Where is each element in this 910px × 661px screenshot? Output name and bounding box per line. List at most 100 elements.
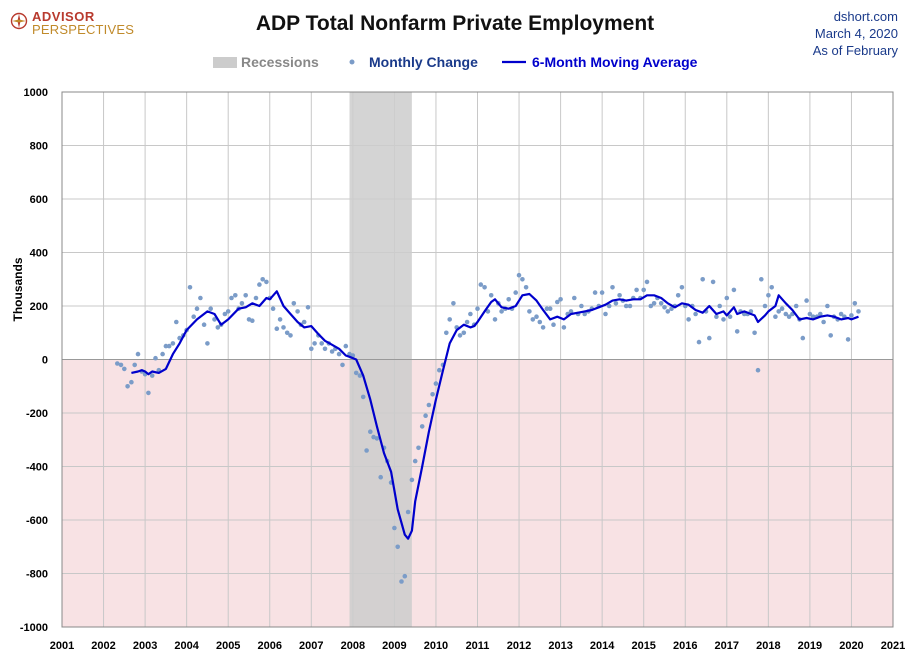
y-tick-label: -800 [26,569,48,581]
monthly-change-point [191,314,196,320]
monthly-change-point [468,311,473,317]
monthly-change-point [648,303,654,309]
y-tick-label: -600 [26,515,48,527]
monthly-change-point [845,337,851,342]
monthly-change-point [475,306,480,312]
monthly-change-point [457,333,463,338]
monthly-change-point [617,293,622,298]
monthly-change-point [368,429,373,435]
monthly-change-point [731,287,737,293]
monthly-change-point [488,293,494,298]
monthly-change-point [374,436,380,441]
monthly-change-point [225,309,231,314]
monthly-change-point [634,287,639,293]
y-tick-label: -1000 [20,622,48,634]
monthly-change-point [122,366,127,372]
monthly-change-point [437,367,442,373]
monthly-change-point [357,373,363,378]
monthly-change-point [208,306,213,312]
monthly-change-point [170,341,176,346]
monthly-change-point [849,313,854,318]
monthly-change-point [229,295,234,301]
y-tick-label: 1000 [24,87,48,99]
monthly-change-point [153,355,158,361]
monthly-change-point [198,295,203,301]
x-tick-label: 2009 [382,640,406,652]
monthly-change-point [461,330,467,336]
monthly-change-point [523,285,529,290]
monthly-change-point [118,362,124,368]
monthly-change-point [592,290,598,295]
monthly-change-point [856,309,861,314]
monthly-change-point [222,311,228,317]
monthly-change-point [492,317,498,322]
monthly-change-point [274,326,280,332]
monthly-change-point [534,314,539,320]
compass-logo-icon [10,12,28,30]
monthly-change-point [233,293,238,298]
monthly-change-point [783,311,789,317]
x-tick-label: 2007 [299,640,323,652]
monthly-change-point [579,303,584,309]
monthly-change-point [301,319,307,325]
monthly-change-point [613,301,619,306]
monthly-change-point [295,309,300,314]
monthly-change-point [773,314,778,320]
monthly-change-point [309,346,314,352]
monthly-change-point [766,293,771,298]
monthly-change-point [284,330,290,336]
y-tick-label: 600 [30,194,48,206]
monthly-change-point [409,477,415,483]
monthly-change-point [776,309,781,314]
monthly-change-point [599,290,605,295]
monthly-change-point [527,309,532,314]
monthly-change-point [807,311,813,317]
monthly-change-point [804,298,809,303]
x-tick-label: 2011 [466,640,490,652]
monthly-change-point [793,303,799,309]
monthly-change-point [135,351,141,357]
monthly-change-point [513,290,518,295]
x-tick-label: 2004 [174,640,199,652]
monthly-change-point [568,309,574,314]
monthly-change-point [426,402,432,408]
monthly-change-point [464,319,470,325]
logo-text-top: ADVISOR [32,9,95,24]
monthly-change-point [727,314,733,320]
monthly-change-point [686,317,691,322]
monthly-change-point [641,287,646,293]
monthly-change-point [582,311,587,317]
chart-title: ADP Total Nonfarm Private Employment [255,12,655,35]
monthly-change-point [721,317,726,322]
monthly-change-point [277,317,283,322]
monthly-change-point [540,325,546,330]
monthly-change-point [825,303,830,309]
y-tick-label: -200 [26,408,48,420]
monthly-change-point [416,445,421,451]
monthly-change-point [378,474,384,480]
monthly-change-point [852,301,858,306]
x-tick-label: 2020 [839,640,863,652]
monthly-change-point [423,413,428,419]
monthly-change-point [520,277,525,282]
monthly-change-point [818,311,823,317]
monthly-change-point [544,306,550,312]
monthly-change-point [779,306,785,312]
monthly-change-point [264,279,269,285]
as-of-label: As of February [812,43,898,58]
monthly-change-point [658,301,664,306]
monthly-change-point [724,295,730,301]
monthly-change-point [399,579,404,584]
y-tick-label: -400 [26,462,48,474]
source-block: dshort.com March 4, 2020 As of February [813,8,898,59]
monthly-change-point [444,330,449,336]
x-tick-label: 2002 [91,640,115,652]
monthly-change-point [696,339,702,345]
monthly-change-point [665,309,671,314]
monthly-change-point [260,277,266,282]
monthly-change-point [146,390,151,396]
monthly-change-point [675,293,681,298]
monthly-change-point [419,424,425,429]
monthly-change-point [828,333,833,338]
monthly-change-point [291,301,297,306]
